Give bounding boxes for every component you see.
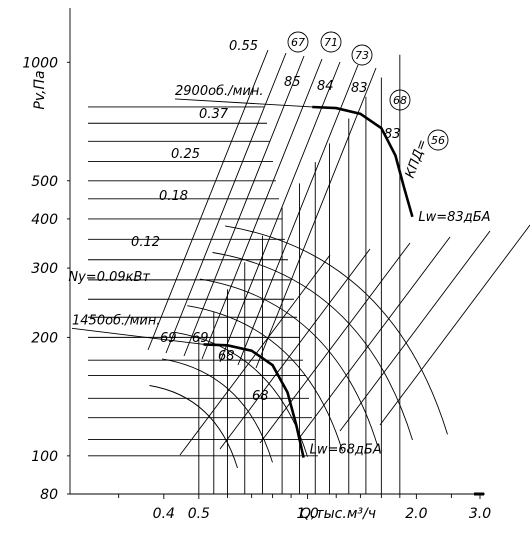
- power-ray: [339, 230, 491, 432]
- efficiency-label: 68: [218, 349, 235, 364]
- efficiency-label: 84: [317, 79, 334, 94]
- axes: 80 100 200 300 400 500 1000 0.4 0.5 1.0 2.0 3.0 Q,ты…: [22, 8, 491, 522]
- series-label: 2900об./мин.: [175, 84, 263, 99]
- labels: 2900об./мин. 1450об./мин. Lw=83дБА Lw=68дБА…: [68, 31, 491, 458]
- system-ray: [219, 61, 341, 363]
- circled-label-ring: [320, 31, 342, 53]
- series-leader: [71, 327, 204, 345]
- x-tick-label: 0.4: [153, 506, 175, 522]
- performance-curve: [203, 343, 305, 458]
- system-ray: [147, 49, 269, 351]
- series-leader: [174, 98, 313, 108]
- efficiency-arc: [187, 305, 343, 452]
- circled-label: 73: [355, 49, 369, 62]
- x-tick-label: 0.5: [188, 506, 210, 522]
- efficiency-arc: [212, 252, 413, 441]
- x-tick-label: 1.0: [296, 506, 318, 522]
- x-tick-label: 2.0: [405, 506, 427, 522]
- circled-label-ring: [287, 31, 309, 53]
- system-ray: [201, 58, 323, 360]
- series-label: 1450об./мин.: [72, 313, 160, 328]
- y-tick-label: 500: [31, 174, 58, 190]
- y-tick-label: 400: [31, 212, 58, 228]
- power-label: 0.55: [229, 39, 258, 54]
- efficiency-label: 83: [384, 127, 401, 142]
- power-label: 0.18: [159, 189, 188, 204]
- y-tick-label: 1000: [22, 55, 58, 71]
- circled-label-ring: [427, 129, 449, 151]
- circled-label-ring: [351, 44, 373, 66]
- power-ray: [219, 248, 371, 450]
- x-tick-label: 3.0: [469, 506, 491, 522]
- efficiency-label: 69: [192, 331, 209, 346]
- sound-label: Lw=83дБА: [418, 210, 490, 225]
- sound-label: Lw=68дБА: [310, 443, 382, 458]
- y-tick-label: 300: [31, 261, 58, 277]
- circled-label: 68: [393, 94, 407, 107]
- x-axis-title: Q,тыс.м³/ч: [300, 506, 376, 522]
- efficiency-arc: [162, 358, 273, 463]
- efficiency-arc: [149, 385, 238, 469]
- power-ray: [259, 242, 411, 444]
- power-label: 0.12: [131, 235, 160, 250]
- system-ray: [255, 67, 377, 369]
- circled-label: 71: [324, 36, 338, 49]
- efficiency-arc: [199, 278, 378, 446]
- efficiency-label: 69: [160, 331, 177, 346]
- circled-label: 56: [431, 134, 445, 147]
- y-axis-title: Pv,Па: [32, 70, 48, 109]
- circled-label: 67: [291, 36, 305, 49]
- efficiency-arc: [225, 225, 448, 435]
- power-label: 0.25: [171, 147, 200, 162]
- power-ray: [179, 254, 331, 456]
- system-ray: [237, 64, 359, 366]
- power-label: 0.37: [199, 107, 229, 122]
- power-label: Ny=0.09кВт: [68, 270, 150, 285]
- efficiency-label: 83: [351, 81, 368, 96]
- efficiency-arcs: [149, 225, 448, 469]
- system-ray: [183, 55, 305, 357]
- y-tick-label: 200: [31, 330, 58, 346]
- efficiency-label: 85: [284, 75, 301, 90]
- efficiency-label: 68: [252, 389, 269, 404]
- power-ray: [299, 236, 451, 438]
- y-tick-label: 100: [31, 449, 58, 465]
- y-tick-label: 80: [40, 487, 58, 503]
- power-ray: [379, 224, 530, 426]
- system-ray: [165, 52, 287, 354]
- rays: [147, 49, 530, 456]
- performance-curve: [312, 105, 414, 218]
- circled-label-ring: [389, 89, 411, 111]
- curves: [203, 105, 414, 458]
- efficiency-title: КПД=: [403, 137, 431, 180]
